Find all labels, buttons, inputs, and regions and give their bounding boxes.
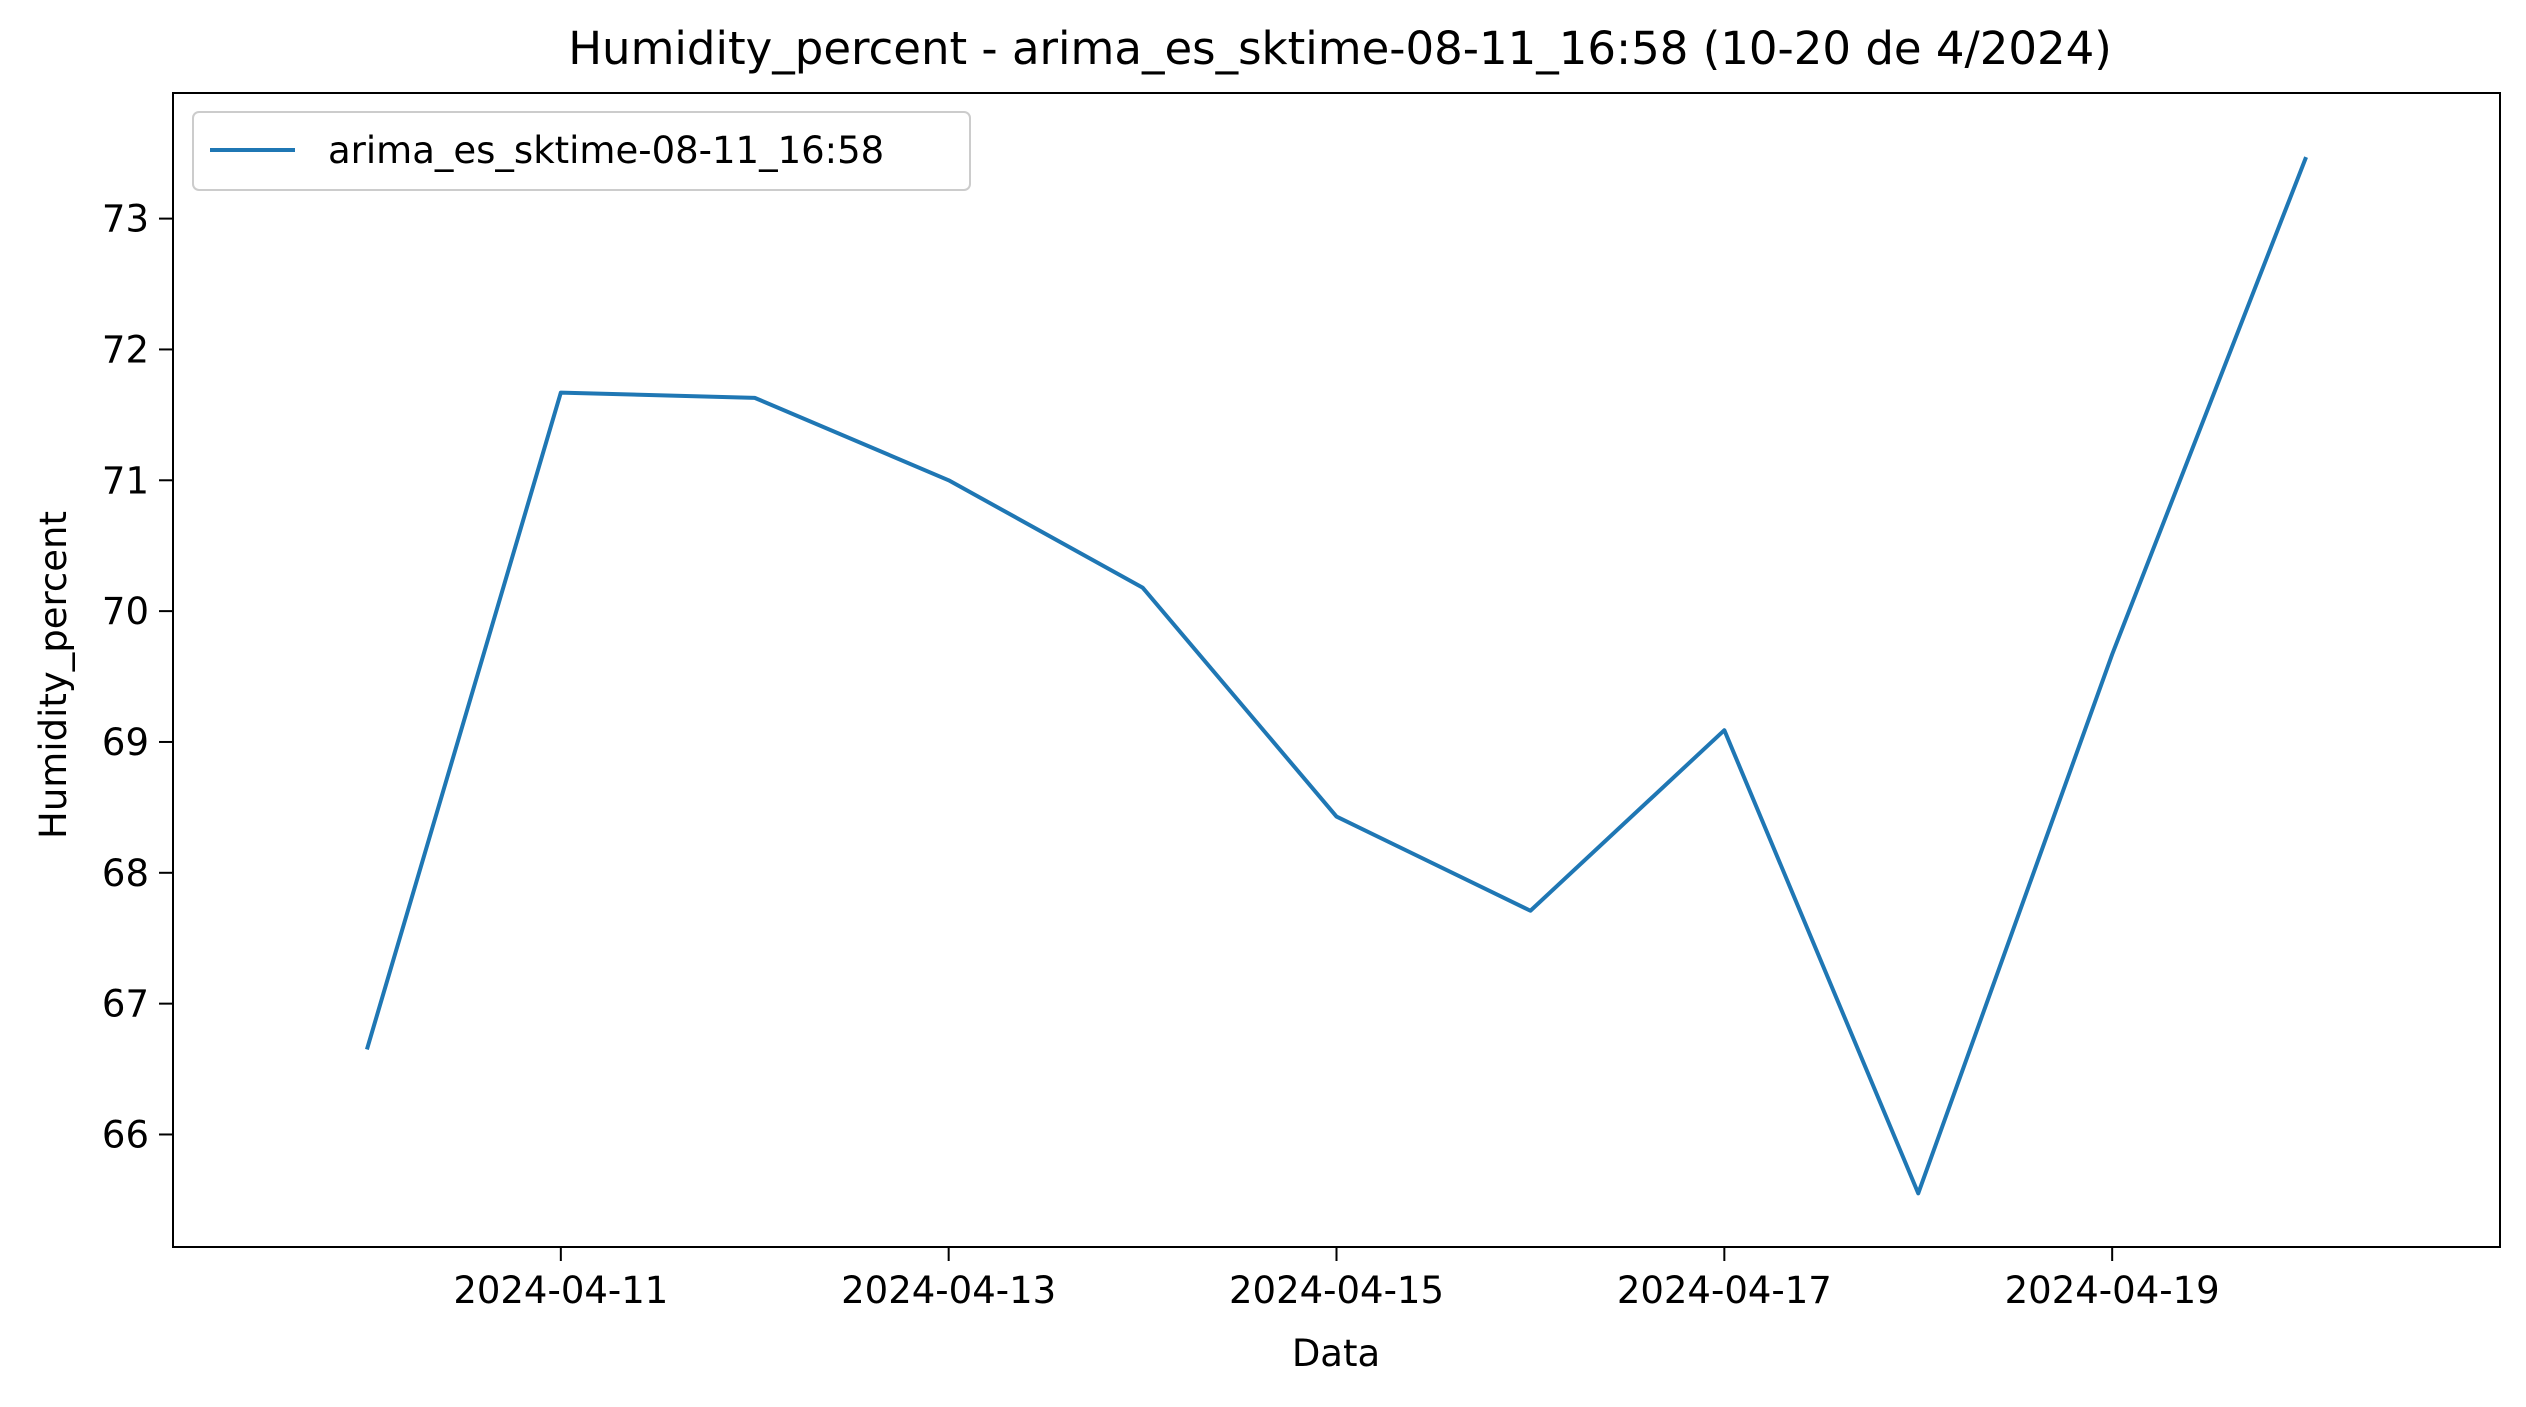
x-tick-label: 2024-04-17 — [1617, 1269, 1832, 1312]
legend: arima_es_sktime-08-11_16:58 — [192, 111, 971, 191]
x-tick-label: 2024-04-13 — [841, 1269, 1056, 1312]
y-tick-label: 70 — [102, 590, 149, 633]
y-tick-label: 66 — [102, 1113, 149, 1156]
x-tick-label: 2024-04-11 — [453, 1269, 668, 1312]
legend-box — [192, 111, 971, 191]
y-tick-label: 69 — [102, 721, 149, 764]
y-axis-label: Humidity_percent — [32, 511, 75, 839]
y-tick-label: 72 — [102, 328, 149, 371]
x-axis: 2024-04-11 2024-04-13 2024-04-15 2024-04-17… — [453, 1247, 2220, 1312]
x-axis-label: Data — [1292, 1332, 1380, 1375]
y-tick-label: 71 — [102, 459, 149, 502]
series-layer — [365, 156, 2308, 1196]
y-axis: 66 67 68 69 70 71 72 73 — [102, 198, 173, 1156]
y-tick-label: 67 — [102, 983, 149, 1026]
chart-title: Humidity_percent - arima_es_sktime-08-11… — [568, 22, 2112, 75]
y-tick-label: 73 — [102, 198, 149, 241]
x-tick-label: 2024-04-15 — [1229, 1269, 1444, 1312]
y-tick-label: 68 — [102, 852, 149, 895]
x-tick-label: 2024-04-19 — [2005, 1269, 2220, 1312]
legend-label: arima_es_sktime-08-11_16:58 — [328, 129, 884, 172]
